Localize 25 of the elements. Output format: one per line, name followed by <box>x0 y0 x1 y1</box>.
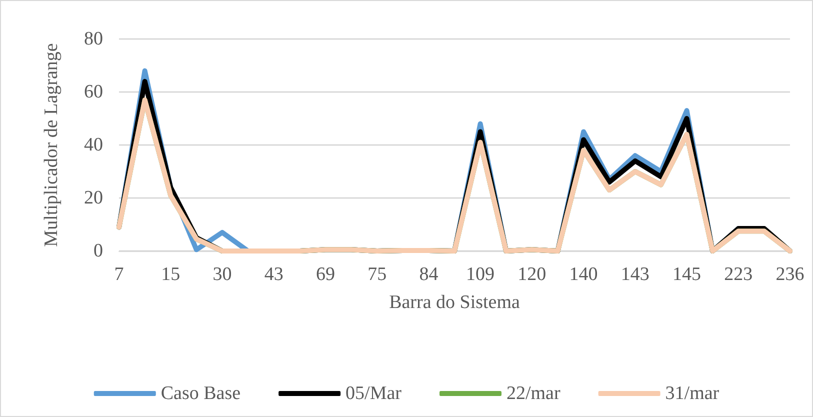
x-axis-title: Barra do Sistema <box>389 292 520 313</box>
y-tick-label: 20 <box>84 188 103 208</box>
x-tick-label: 7 <box>114 264 124 285</box>
x-tick-label: 223 <box>724 264 753 285</box>
x-tick-label: 30 <box>212 264 232 285</box>
y-tick-label: 0 <box>94 240 103 262</box>
x-tick-label: 143 <box>620 264 650 285</box>
legend-label: Caso Base <box>160 383 241 404</box>
y-tick-label: 60 <box>84 82 103 102</box>
x-tick-label: 75 <box>368 264 387 285</box>
x-tick-label: 236 <box>776 264 804 285</box>
x-tick-label: 15 <box>161 264 180 285</box>
x-tick-label: 140 <box>569 264 598 285</box>
x-tick-label: 120 <box>518 264 546 285</box>
legend-label: 05/Mar <box>346 383 402 404</box>
x-tick-label: 69 <box>316 264 335 285</box>
x-tick-label: 84 <box>419 264 439 285</box>
x-tick-label: 109 <box>466 264 495 285</box>
x-tick-label: 43 <box>264 264 284 285</box>
x-tick-label: 145 <box>672 264 702 285</box>
legend-label: 31/mar <box>665 383 720 404</box>
y-tick-label: 80 <box>84 28 103 50</box>
y-axis-title: Multiplicador de Lagrange <box>41 43 62 247</box>
legend-label: 22/mar <box>506 383 561 404</box>
y-tick-label: 40 <box>84 134 103 156</box>
